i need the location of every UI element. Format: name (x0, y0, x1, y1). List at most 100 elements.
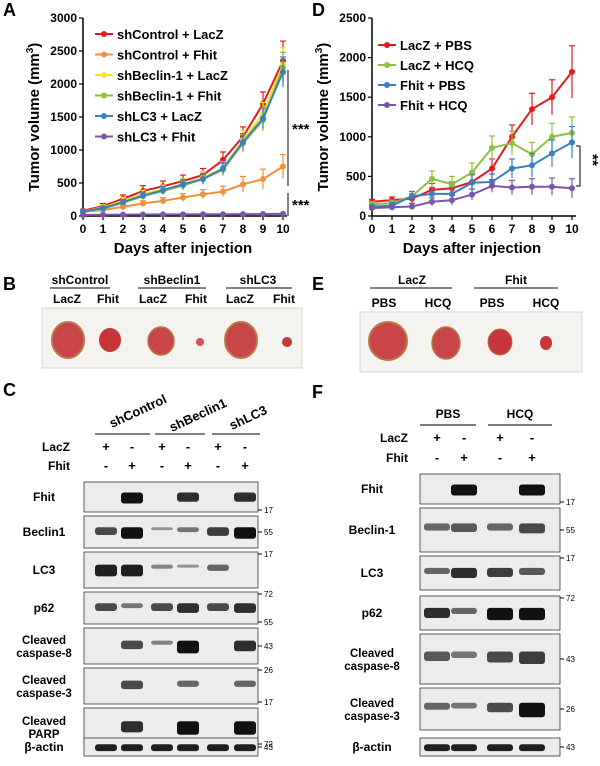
band (451, 744, 477, 752)
fhit-sign-3: + (528, 450, 536, 465)
data-point (549, 133, 555, 140)
band (121, 744, 143, 752)
data-point (180, 181, 186, 188)
band (177, 564, 199, 568)
blot-label-line2: caspase-8 (344, 661, 400, 673)
lacz-sign-3: - (530, 430, 534, 445)
data-point (120, 211, 126, 218)
y-tick-label-1: 500 (346, 169, 366, 183)
band (519, 567, 545, 575)
band (177, 527, 199, 533)
band (121, 721, 143, 733)
x-tick-label-4: 4 (160, 222, 167, 236)
marker-label-3-0: 72 (264, 590, 273, 599)
data-point (429, 175, 435, 182)
lane-label-e-4: HCQ (533, 296, 560, 310)
data-point (200, 191, 206, 198)
band (234, 603, 256, 613)
x-tick-label-8: 8 (240, 222, 247, 236)
band (121, 680, 143, 690)
data-point (549, 150, 555, 157)
group-label-c-shcontrol: shControl (107, 391, 169, 431)
row-label-c-lacz: LacZ (42, 440, 70, 454)
data-point (80, 212, 86, 219)
lane-label-b-2: Fhit (97, 292, 119, 306)
legend-label-5: shLC3 + Fhit (117, 130, 196, 145)
data-point (409, 203, 415, 210)
data-point (140, 200, 146, 207)
legend-label-0: LacZ + PBS (400, 38, 472, 53)
data-point (469, 191, 475, 198)
marker-label-4-0: 43 (264, 642, 273, 651)
y-tick-label-6: 3000 (50, 11, 77, 25)
blot-label-line1: Cleaved (22, 635, 66, 647)
blot-label-6: Cleaved PARP (22, 716, 66, 741)
band (451, 702, 477, 709)
band (487, 702, 513, 713)
blot-label-1: Beclin1 (23, 525, 66, 539)
group-label-fhit: Fhit (505, 273, 527, 287)
legend-label-3: shBeclin-1 + Fhit (117, 89, 222, 104)
marker-label-5-0: 26 (566, 705, 575, 714)
band (487, 651, 513, 663)
y-tick-label-1: 500 (57, 176, 77, 190)
legend-label-3: Fhit + HCQ (400, 98, 468, 113)
fhit-sign-4: - (216, 458, 220, 473)
marker-label-1-0: 55 (264, 528, 273, 537)
group-label-f-pbs: PBS (436, 407, 461, 421)
data-point (489, 165, 495, 172)
western-blot-f: PBS HCQ LacZ Fhit + - - + + - - + Fhit 17 Beclin-1… (344, 407, 575, 757)
blot-label-5: Cleaved caspase-3 (16, 675, 72, 700)
x-tick-label-10: 10 (565, 222, 579, 236)
y-tick-label-4: 2000 (339, 51, 366, 65)
y-tick-label-5: 2500 (339, 11, 366, 25)
sig-bracket-d (576, 145, 581, 187)
y-axis-title-close: ) (26, 43, 43, 48)
data-point (389, 204, 395, 211)
group-label-f-hcq: HCQ (507, 407, 534, 421)
band (487, 744, 513, 752)
sig-label-1: *** (292, 121, 310, 138)
y-tick-label-3: 1500 (339, 90, 366, 104)
panel-label-e: E (312, 274, 324, 294)
band (424, 523, 450, 531)
group-label-shlc3: shLC3 (240, 273, 277, 287)
band (207, 603, 229, 611)
x-tick-label-9: 9 (260, 222, 267, 236)
tumor-e-1 (368, 321, 408, 361)
band (121, 492, 143, 504)
data-point (529, 106, 535, 113)
x-tick-label-3: 3 (140, 222, 147, 236)
legend-label-4: shLC3 + LacZ (117, 109, 202, 124)
data-point (100, 211, 106, 218)
blot-label-0: Fhit (361, 482, 383, 496)
lane-label-b-4: Fhit (185, 292, 207, 306)
lane-label-e-3: PBS (480, 296, 505, 310)
x-tick-label-3: 3 (429, 222, 436, 236)
x-tick-label-0: 0 (369, 222, 376, 236)
band (519, 651, 545, 664)
band (177, 721, 199, 735)
data-point (160, 197, 166, 204)
band (234, 492, 256, 502)
lane-label-e-2: HCQ (425, 296, 452, 310)
legend-marker (101, 31, 107, 37)
sig-label-d: ** (584, 154, 600, 166)
data-point (260, 115, 266, 122)
lacz-sign-4: + (214, 439, 222, 454)
band (151, 640, 173, 645)
lane-label-e-1: PBS (372, 296, 397, 310)
blot-label-7: β-actin (24, 740, 63, 754)
blot-strip-5 (83, 667, 259, 705)
data-point (489, 144, 495, 151)
x-tick-label-8: 8 (529, 222, 536, 236)
band (95, 603, 117, 611)
data-point (140, 211, 146, 218)
data-point (200, 211, 206, 218)
data-point (180, 211, 186, 218)
marker-label-1-0: 55 (566, 526, 575, 535)
x-axis-title: Days after injection (403, 240, 541, 257)
data-point (180, 194, 186, 201)
